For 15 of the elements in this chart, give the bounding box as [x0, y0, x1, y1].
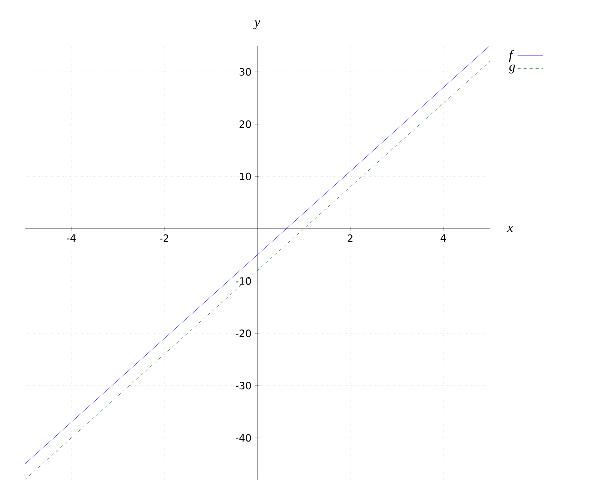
x-axis-title: x [507, 226, 514, 232]
legend-label: f [509, 50, 514, 62]
x-tick-label: -4 [67, 234, 76, 242]
y-tick-label: 10 [240, 172, 252, 180]
y-tick-label: -10 [236, 277, 252, 286]
y-tick-label: 20 [240, 120, 252, 128]
y-tick-label: -20 [236, 330, 252, 338]
y-axis-title: y [254, 20, 260, 30]
x-tick-label: -2 [160, 234, 168, 242]
x-tick-label: 4 [440, 234, 446, 242]
y-tick-label: -40 [236, 434, 252, 442]
legend-label: g [509, 64, 516, 74]
y-tick-label: -30 [236, 382, 252, 390]
y-tick-label: 30 [240, 68, 252, 76]
x-tick-label: 2 [348, 234, 353, 242]
